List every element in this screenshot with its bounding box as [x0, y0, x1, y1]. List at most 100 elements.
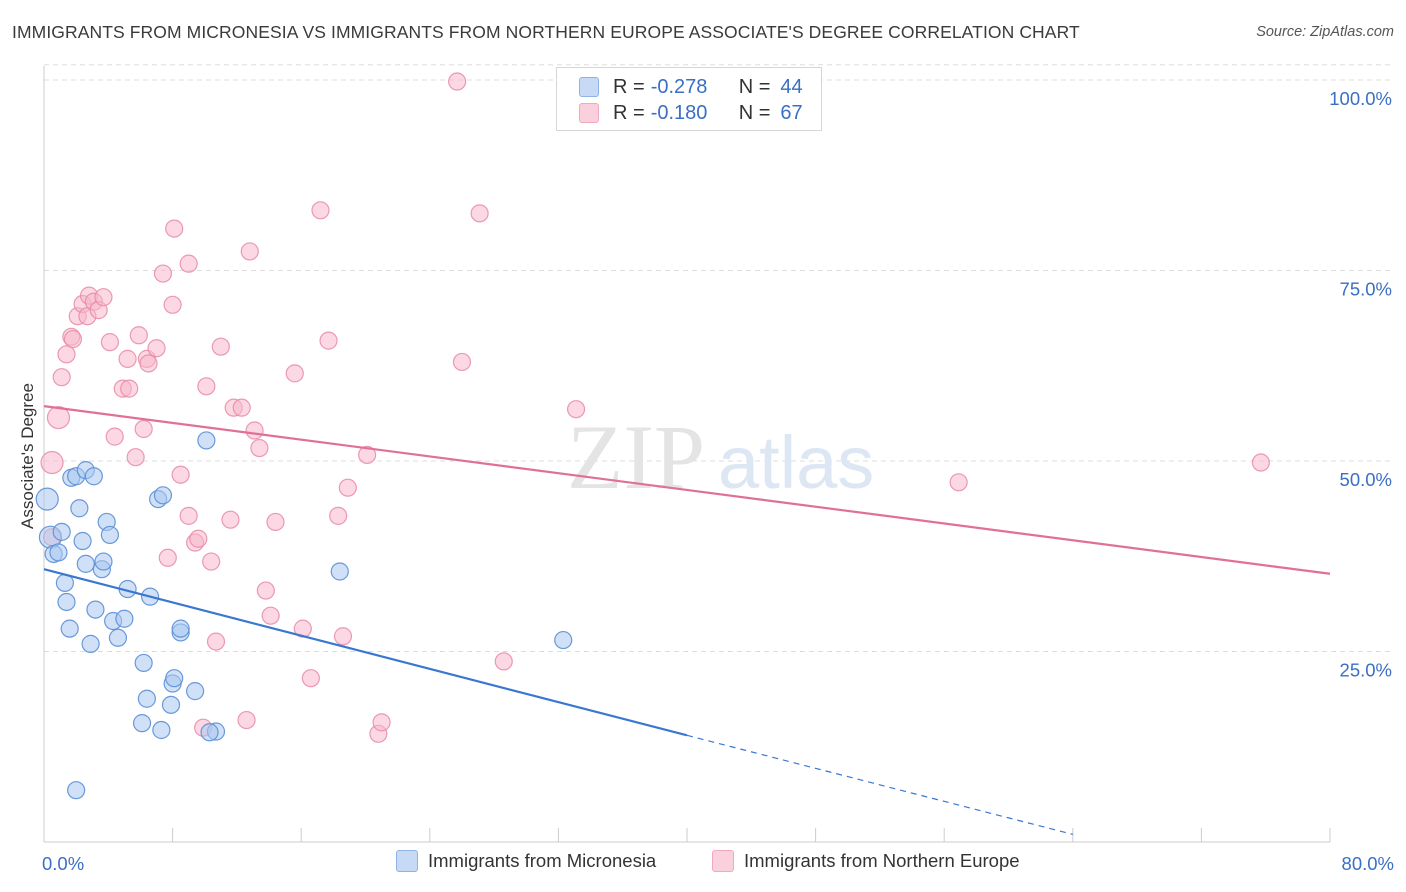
data-point-northern-europe	[245, 421, 264, 440]
data-point-micronesia	[197, 431, 216, 450]
data-point-northern-europe	[311, 201, 330, 220]
data-point-northern-europe	[470, 204, 489, 223]
data-point-northern-europe	[179, 506, 198, 525]
data-point-northern-europe	[261, 606, 280, 625]
n-label: N =	[738, 101, 771, 124]
data-point-northern-europe	[40, 450, 64, 475]
data-point-micronesia	[137, 689, 156, 708]
data-point-northern-europe	[134, 419, 153, 439]
r-label: R =	[613, 101, 645, 124]
legend-item-micronesia[interactable]: Immigrants from Micronesia	[396, 850, 656, 872]
data-point-micronesia	[94, 552, 113, 571]
data-point-northern-europe	[452, 352, 472, 372]
data-point-northern-europe	[250, 438, 269, 458]
data-point-northern-europe	[372, 713, 391, 732]
trend-line-micronesia	[43, 568, 688, 737]
data-point-northern-europe	[163, 295, 182, 314]
data-point-micronesia	[152, 720, 171, 740]
n-value: 44	[780, 75, 803, 98]
data-point-micronesia	[134, 653, 153, 673]
data-point-micronesia	[108, 628, 128, 647]
data-point-northern-europe	[147, 339, 166, 358]
data-point-micronesia	[171, 619, 190, 638]
trend-lines	[43, 405, 1331, 835]
data-point-micronesia	[100, 525, 120, 545]
data-point-northern-europe	[221, 510, 240, 529]
northern-europe-legend-swatch	[712, 850, 734, 872]
r-label: R =	[613, 75, 645, 98]
data-point-northern-europe	[120, 379, 139, 398]
data-point-northern-europe	[179, 254, 198, 273]
tick-labels: 25.0% 50.0% 75.0% 100.0% 0.0% 80.0%	[42, 88, 1394, 874]
data-point-northern-europe	[237, 710, 256, 730]
data-point-micronesia	[70, 499, 89, 518]
data-point-micronesia	[57, 592, 76, 612]
grid-lines	[44, 64, 1392, 652]
data-point-northern-europe	[105, 427, 124, 446]
watermark-atlas: atlas	[718, 421, 874, 504]
data-point-micronesia	[153, 486, 173, 505]
data-point-northern-europe	[171, 465, 190, 484]
data-point-northern-europe	[949, 473, 968, 492]
data-point-micronesia	[330, 562, 349, 581]
data-point-northern-europe	[329, 506, 348, 525]
data-point-northern-europe	[46, 405, 71, 430]
data-point-northern-europe	[232, 398, 251, 417]
micronesia-swatch	[579, 77, 599, 97]
r-value: -0.180	[650, 101, 708, 124]
correlation-stats-box: R = -0.278 N = 44 R = -0.180 N = 67	[556, 67, 822, 131]
y-tick-label: 100.0%	[1329, 88, 1392, 109]
chart-title: IMMIGRANTS FROM MICRONESIA VS IMMIGRANTS…	[12, 22, 1080, 42]
data-point-northern-europe	[285, 364, 304, 383]
data-point-northern-europe	[202, 552, 221, 571]
stats-row-micronesia: R = -0.278 N = 44	[579, 74, 803, 100]
data-point-micronesia	[200, 723, 219, 742]
data-point-northern-europe	[319, 331, 338, 350]
data-point-northern-europe	[266, 512, 285, 532]
northern-europe-swatch	[579, 103, 599, 123]
legend-label-northern-europe: Immigrants from Northern Europe	[744, 850, 1020, 871]
data-point-northern-europe	[358, 445, 377, 465]
data-point-northern-europe	[333, 627, 353, 646]
data-point-micronesia	[132, 714, 152, 733]
data-point-northern-europe	[139, 354, 158, 373]
trend-line-micronesia-extension	[686, 734, 1073, 835]
watermark-zip: ZIP	[567, 406, 705, 508]
legend-label-micronesia: Immigrants from Micronesia	[428, 850, 657, 871]
data-point-northern-europe	[165, 219, 184, 238]
legend-item-northern-europe[interactable]: Immigrants from Northern Europe	[712, 850, 1020, 872]
data-point-northern-europe	[158, 548, 177, 567]
data-point-micronesia	[115, 609, 134, 628]
data-point-northern-europe	[189, 529, 208, 548]
data-point-northern-europe	[494, 652, 513, 671]
data-point-northern-europe	[448, 72, 467, 91]
data-point-northern-europe	[63, 329, 83, 349]
data-point-micronesia	[60, 619, 79, 638]
data-point-northern-europe	[240, 242, 259, 261]
data-point-northern-europe	[129, 326, 148, 345]
data-point-northern-europe	[211, 337, 230, 356]
data-point-micronesia	[49, 543, 68, 562]
n-value: 67	[780, 101, 803, 124]
data-point-northern-europe	[197, 377, 216, 396]
data-point-micronesia	[35, 487, 59, 511]
y-axis-label: Associate's Degree	[18, 383, 37, 529]
data-point-northern-europe	[566, 400, 586, 419]
axes	[43, 66, 1331, 843]
y-tick-label: 25.0%	[1340, 660, 1392, 681]
data-point-micronesia	[86, 600, 105, 619]
data-point-northern-europe	[52, 368, 71, 387]
data-point-northern-europe	[126, 448, 145, 467]
data-point-micronesia	[52, 522, 71, 541]
data-point-micronesia	[67, 781, 86, 800]
data-point-northern-europe	[153, 264, 173, 283]
micronesia-legend-swatch	[396, 850, 418, 872]
data-point-northern-europe	[1251, 453, 1270, 472]
data-point-micronesia	[73, 531, 92, 551]
data-point-micronesia	[84, 467, 103, 486]
series-micronesia-points	[35, 431, 573, 800]
n-label: N =	[738, 75, 771, 98]
x-tick-label: 0.0%	[42, 853, 84, 874]
source-label: Source: ZipAtlas.com	[1256, 24, 1394, 40]
